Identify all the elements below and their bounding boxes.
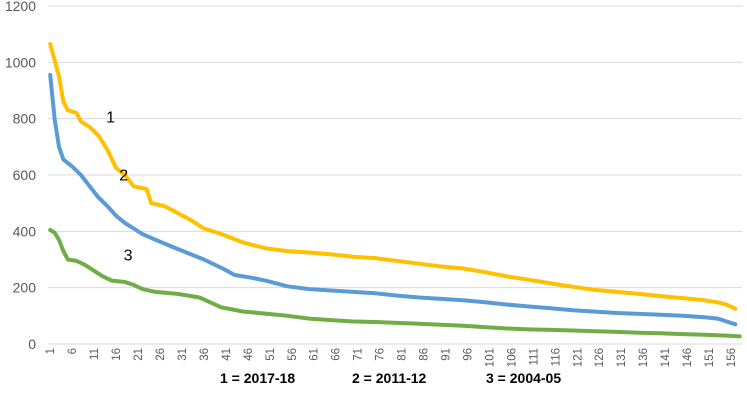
x-tick-label: 101 [484,348,496,367]
series-label-1: 1 [106,110,115,127]
x-tick-label: 106 [506,348,518,367]
x-tick-label: 126 [594,348,606,367]
x-tick-label: 46 [243,348,255,361]
y-tick-label: 1200 [5,0,36,14]
x-tick-label: 6 [67,348,79,354]
x-tick-label: 76 [375,348,387,361]
x-tick-label: 136 [638,348,650,367]
x-tick-label: 11 [89,348,101,360]
x-tick-label: 86 [419,348,431,361]
x-tick-label: 1 [45,348,57,354]
x-tick-label: 141 [660,348,672,367]
x-axis-ticks: 1 6 11 16 21 26 31 36 41 46 51 56 61 66 71 76 81 86 91 96 10… [45,348,738,367]
legend-item-3: 3 = 2004-05 [486,370,562,386]
x-tick-label: 111 [528,348,540,365]
series-line-3 [48,227,742,339]
x-tick-label: 56 [287,348,299,361]
series-label-3: 3 [124,248,133,265]
x-tick-label: 91 [441,348,453,361]
y-tick-label: 600 [13,167,37,183]
series-lines [48,42,742,339]
x-tick-label: 121 [572,348,584,367]
x-tick-label: 66 [331,348,343,361]
x-tick-label: 41 [221,348,233,361]
legend-item-1: 1 = 2017-18 [220,370,296,386]
series-label-2: 2 [119,167,128,184]
x-tick-label: 151 [704,348,716,367]
legend: 1 = 2017-18 2 = 2011-12 3 = 2004-05 [0,370,747,400]
x-tick-label: 16 [111,348,123,361]
x-tick-label: 71 [353,348,365,361]
x-tick-label: 36 [199,348,211,361]
x-tick-label: 131 [616,348,628,367]
y-axis-ticks: 0 200 400 600 800 1000 1200 [5,0,36,352]
x-tick-label: 116 [550,348,562,366]
x-tick-label: 26 [155,348,167,361]
grid-lines [48,5,742,289]
series-line-2 [48,73,738,327]
y-tick-label: 1000 [5,54,36,70]
x-tick-label: 31 [177,348,189,361]
x-tick-label: 96 [462,348,474,361]
series-labels: 1 2 3 [106,110,133,265]
legend-item-2: 2 = 2011-12 [352,370,427,386]
y-tick-label: 800 [13,111,37,127]
x-tick-label: 51 [265,348,277,361]
series-line-1 [48,42,738,311]
x-tick-label: 146 [682,348,694,367]
x-tick-label: 81 [397,348,409,361]
x-tick-label: 21 [133,348,145,361]
x-tick-label: 61 [309,348,321,361]
y-tick-label: 400 [13,223,37,239]
y-tick-label: 0 [28,336,36,352]
y-tick-label: 200 [13,280,37,296]
x-tick-label: 156 [726,348,738,367]
